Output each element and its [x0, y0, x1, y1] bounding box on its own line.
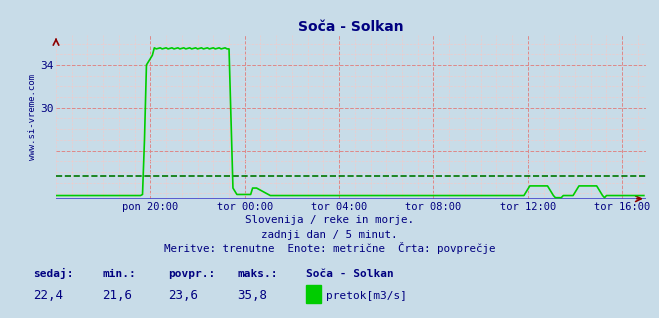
Text: 22,4: 22,4 — [33, 289, 63, 302]
Text: 23,6: 23,6 — [168, 289, 198, 302]
Text: sedaj:: sedaj: — [33, 268, 73, 279]
Y-axis label: www.si-vreme.com: www.si-vreme.com — [28, 74, 37, 160]
Title: Soča - Solkan: Soča - Solkan — [298, 20, 404, 34]
Text: 35,8: 35,8 — [237, 289, 268, 302]
Text: Slovenija / reke in morje.: Slovenija / reke in morje. — [245, 215, 414, 225]
Text: povpr.:: povpr.: — [168, 269, 215, 279]
Text: min.:: min.: — [102, 269, 136, 279]
Text: zadnji dan / 5 minut.: zadnji dan / 5 minut. — [261, 230, 398, 239]
Text: maks.:: maks.: — [237, 269, 277, 279]
Text: Meritve: trenutne  Enote: metrične  Črta: povprečje: Meritve: trenutne Enote: metrične Črta: … — [163, 243, 496, 254]
Text: pretok[m3/s]: pretok[m3/s] — [326, 291, 407, 301]
Text: Soča - Solkan: Soča - Solkan — [306, 269, 394, 279]
Text: 21,6: 21,6 — [102, 289, 132, 302]
